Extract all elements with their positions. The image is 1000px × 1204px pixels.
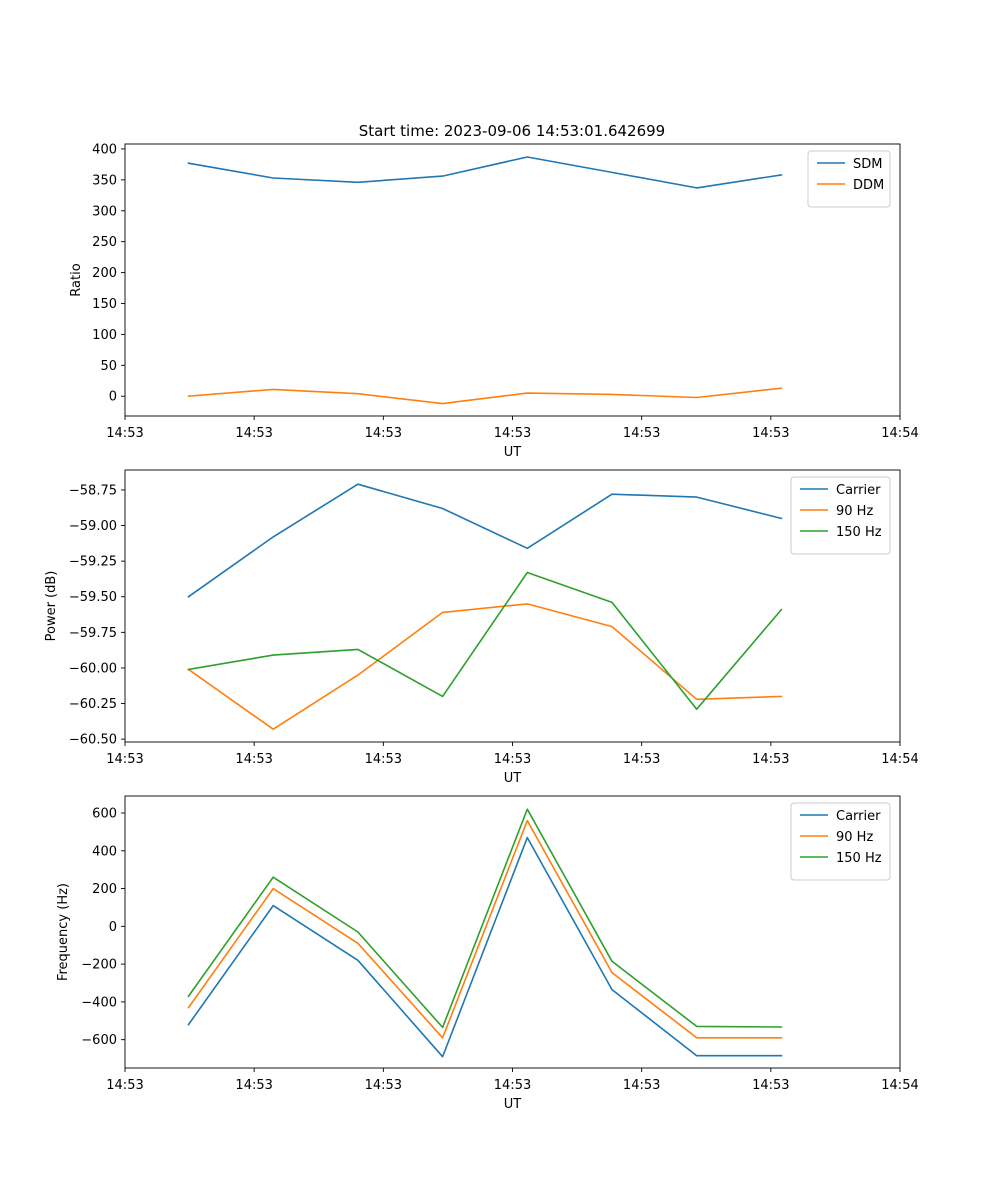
legend-label: DDM xyxy=(853,178,884,193)
legend-box xyxy=(807,150,891,208)
series-line-ddm xyxy=(187,387,783,405)
x-tick-label: 14:53 xyxy=(365,752,402,767)
x-tick-label: 14:53 xyxy=(623,426,660,441)
legend-label: Carrier xyxy=(836,483,881,498)
y-tick-label: 600 xyxy=(92,807,117,822)
legend: Carrier 90 Hz 150 Hz xyxy=(790,476,891,555)
x-tick-label: 14:53 xyxy=(235,752,272,767)
x-tick-label: 14:54 xyxy=(881,1078,918,1093)
series-line-carrier xyxy=(187,836,783,1058)
y-tick-label: −400 xyxy=(81,995,117,1010)
legend-label: SDM xyxy=(853,157,882,172)
y-tick-label: −60.25 xyxy=(69,697,117,712)
series-line-carrier xyxy=(187,483,783,598)
x-tick-label: 14:53 xyxy=(235,426,272,441)
legend-label: 90 Hz xyxy=(836,830,873,845)
series-line-90-hz xyxy=(187,603,783,731)
y-tick-label: 400 xyxy=(92,142,117,157)
y-tick-label: 100 xyxy=(92,328,117,343)
x-tick-label: 14:53 xyxy=(752,426,789,441)
legend-label: 150 Hz xyxy=(836,525,882,540)
series-line-90-hz xyxy=(187,819,783,1039)
x-tick-label: 14:53 xyxy=(235,1078,272,1093)
y-tick-label: 50 xyxy=(100,359,117,374)
x-tick-label: 14:53 xyxy=(752,752,789,767)
x-axis-label: UT xyxy=(504,445,522,460)
x-tick-label: 14:53 xyxy=(623,1078,660,1093)
y-tick-label: 250 xyxy=(92,235,117,250)
y-tick-label: 400 xyxy=(92,844,117,859)
y-axis-label: Frequency (Hz) xyxy=(56,883,71,981)
x-tick-label: 14:54 xyxy=(881,752,918,767)
x-axis-label: UT xyxy=(504,771,522,786)
x-tick-label: 14:53 xyxy=(752,1078,789,1093)
x-tick-label: 14:53 xyxy=(365,426,402,441)
x-tick-label: 14:53 xyxy=(494,426,531,441)
figure-title: Start time: 2023-09-06 14:53:01.642699 xyxy=(359,122,665,140)
legend-label: Carrier xyxy=(836,809,881,824)
x-axis-label: UT xyxy=(504,1097,522,1112)
legend-box xyxy=(790,476,891,555)
y-tick-label: −600 xyxy=(81,1033,117,1048)
y-tick-label: 300 xyxy=(92,204,117,219)
x-tick-label: 14:53 xyxy=(106,426,143,441)
y-tick-label: 0 xyxy=(109,920,117,935)
y-tick-label: −200 xyxy=(81,958,117,973)
chart-panel-3: 14:53 14:53 14:53 14:53 14:53 14:53 14:54 −600 −… xyxy=(56,795,919,1112)
series-line-sdm xyxy=(187,156,783,189)
legend-label: 90 Hz xyxy=(836,504,873,519)
y-tick-label: −58.75 xyxy=(69,483,117,498)
series-line-150-hz xyxy=(187,808,783,1029)
y-tick-label: −59.50 xyxy=(69,590,117,605)
y-axis-label: Ratio xyxy=(69,263,84,296)
legend: Carrier 90 Hz 150 Hz xyxy=(790,802,891,881)
y-tick-label: 150 xyxy=(92,297,117,312)
x-tick-label: 14:53 xyxy=(494,752,531,767)
x-tick-label: 14:53 xyxy=(106,1078,143,1093)
legend-box xyxy=(790,802,891,881)
legend-label: 150 Hz xyxy=(836,851,882,866)
chart-panel-1: 14:53 14:53 14:53 14:53 14:53 14:53 14:54 0 50 10… xyxy=(69,142,919,460)
y-tick-label: 0 xyxy=(109,390,117,405)
y-tick-label: −59.25 xyxy=(69,555,117,570)
y-tick-label: −60.00 xyxy=(69,661,117,676)
y-axis-label: Power (dB) xyxy=(44,571,59,642)
x-tick-label: 14:53 xyxy=(365,1078,402,1093)
y-tick-label: 200 xyxy=(92,266,117,281)
legend: SDM DDM xyxy=(807,150,891,208)
y-tick-label: 350 xyxy=(92,173,117,188)
x-tick-label: 14:53 xyxy=(623,752,660,767)
y-tick-label: −60.50 xyxy=(69,733,117,748)
x-tick-label: 14:53 xyxy=(494,1078,531,1093)
x-tick-label: 14:54 xyxy=(881,426,918,441)
series-line-150-hz xyxy=(187,571,783,711)
y-tick-label: −59.75 xyxy=(69,626,117,641)
y-tick-label: 200 xyxy=(92,882,117,897)
y-tick-label: −59.00 xyxy=(69,519,117,534)
chart-panel-2: 14:53 14:53 14:53 14:53 14:53 14:53 14:54 −60.5… xyxy=(44,469,919,786)
x-tick-label: 14:53 xyxy=(106,752,143,767)
